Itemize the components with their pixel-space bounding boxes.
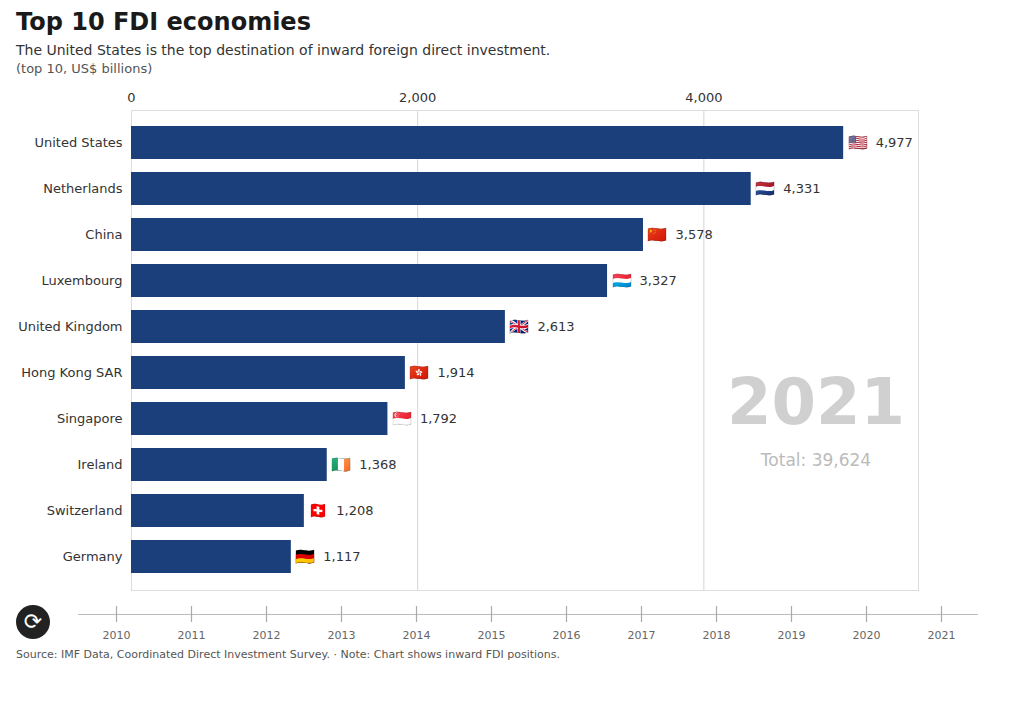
svg-text:2018: 2018 bbox=[703, 629, 731, 642]
html-text:The United States is the top d: The United States is the top destination… bbox=[16, 42, 551, 58]
html-text:(top 10, US$ billions): (top 10, US$ billions) bbox=[16, 61, 153, 76]
svg-text:2014: 2014 bbox=[403, 629, 431, 642]
svg-text:🇨🇭: 🇨🇭 bbox=[308, 501, 328, 520]
svg-text:2,000: 2,000 bbox=[399, 90, 436, 105]
svg-text:2010: 2010 bbox=[103, 629, 131, 642]
svg-text:🇸🇬: 🇸🇬 bbox=[392, 409, 412, 428]
svg-text:1,914: 1,914 bbox=[437, 365, 474, 380]
svg-text:2020: 2020 bbox=[853, 629, 881, 642]
svg-text:2012: 2012 bbox=[253, 629, 281, 642]
svg-text:2017: 2017 bbox=[628, 629, 656, 642]
svg-text:🇬🇧: 🇬🇧 bbox=[509, 317, 529, 336]
svg-text:3,578: 3,578 bbox=[675, 227, 712, 242]
html-text:Total: 39,624: Total: 39,624 bbox=[760, 450, 872, 470]
svg-text:Switzerland: Switzerland bbox=[47, 503, 123, 518]
svg-text:Luxembourg: Luxembourg bbox=[41, 273, 122, 288]
svg-text:🇩🇪: 🇩🇪 bbox=[295, 547, 315, 566]
svg-text:4,000: 4,000 bbox=[685, 90, 722, 105]
svg-text:2021: 2021 bbox=[928, 629, 956, 642]
svg-text:2019: 2019 bbox=[778, 629, 806, 642]
svg-text:3,327: 3,327 bbox=[640, 273, 677, 288]
svg-text:4,331: 4,331 bbox=[783, 181, 820, 196]
svg-text:🇨🇳: 🇨🇳 bbox=[647, 225, 667, 244]
svg-text:🇳🇱: 🇳🇱 bbox=[755, 179, 775, 198]
svg-text:United States: United States bbox=[34, 135, 122, 150]
svg-text:1,368: 1,368 bbox=[359, 457, 396, 472]
svg-text:2011: 2011 bbox=[178, 629, 206, 642]
svg-text:🇺🇸: 🇺🇸 bbox=[848, 133, 868, 152]
svg-text:2015: 2015 bbox=[478, 629, 506, 642]
svg-text:1,792: 1,792 bbox=[420, 411, 457, 426]
svg-text:1,208: 1,208 bbox=[336, 503, 373, 518]
svg-text:🇭🇰: 🇭🇰 bbox=[409, 363, 429, 382]
svg-text:🇱🇺: 🇱🇺 bbox=[612, 271, 632, 290]
svg-text:0: 0 bbox=[127, 90, 135, 105]
svg-text:United Kingdom: United Kingdom bbox=[18, 319, 122, 334]
html-text:2021: 2021 bbox=[726, 365, 906, 439]
svg-text:Germany: Germany bbox=[63, 549, 123, 564]
svg-text:2,613: 2,613 bbox=[537, 319, 574, 334]
svg-text:Ireland: Ireland bbox=[78, 457, 123, 472]
svg-text:2016: 2016 bbox=[553, 629, 581, 642]
html-text:Top 10 FDI economies: Top 10 FDI economies bbox=[16, 8, 311, 36]
svg-text:2013: 2013 bbox=[328, 629, 356, 642]
svg-text:4,977: 4,977 bbox=[876, 135, 913, 150]
svg-text:China: China bbox=[85, 227, 122, 242]
svg-text:Netherlands: Netherlands bbox=[43, 181, 122, 196]
svg-text:🇮🇪: 🇮🇪 bbox=[331, 455, 351, 474]
svg-text:Singapore: Singapore bbox=[57, 411, 123, 426]
svg-text:1,117: 1,117 bbox=[323, 549, 360, 564]
svg-text:Hong Kong SAR: Hong Kong SAR bbox=[21, 365, 122, 380]
html-text:Source: IMF Data, Coordinated: Source: IMF Data, Coordinated Direct Inv… bbox=[16, 648, 560, 661]
